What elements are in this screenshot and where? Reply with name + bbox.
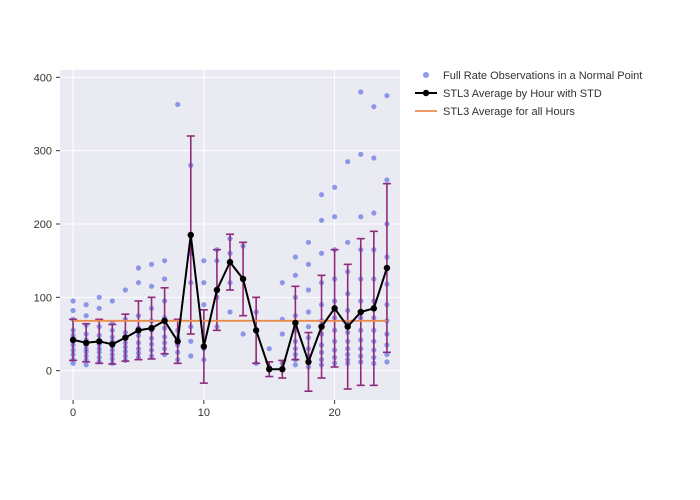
hourly-average-marker xyxy=(214,287,220,293)
scatter-point xyxy=(306,240,311,245)
chart-container: 0 100 200 300 400 0 10 20 Full Rate Observations… xyxy=(0,0,700,500)
scatter-point xyxy=(123,287,128,292)
x-tick-label: 0 xyxy=(70,407,76,419)
x-tick-label: 10 xyxy=(198,407,210,419)
y-tick-label: 200 xyxy=(34,219,52,231)
hourly-average-marker xyxy=(188,232,194,238)
legend: Full Rate Observations in a Normal Point… xyxy=(415,70,642,118)
hourly-average-marker xyxy=(253,327,259,333)
y-tick-label: 400 xyxy=(34,72,52,84)
scatter-point xyxy=(240,331,245,336)
scatter-point xyxy=(293,273,298,278)
scatter-point xyxy=(97,306,102,311)
hourly-average-marker xyxy=(96,338,102,344)
legend-item: Full Rate Observations in a Normal Point xyxy=(423,70,642,82)
scatter-point xyxy=(371,104,376,109)
scatter-point xyxy=(319,218,324,223)
hourly-average-marker xyxy=(266,366,272,372)
scatter-point xyxy=(371,155,376,160)
hourly-average-marker xyxy=(227,259,233,265)
hourly-average-marker xyxy=(135,327,141,333)
legend-line-marker-icon xyxy=(423,90,429,96)
scatter-point xyxy=(293,254,298,259)
scatter-point xyxy=(384,93,389,98)
hourly-average-marker xyxy=(371,305,377,311)
scatter-point xyxy=(267,346,272,351)
legend-label: STL3 Average for all Hours xyxy=(443,106,575,118)
legend-label: STL3 Average by Hour with STD xyxy=(443,88,602,100)
hourly-average-marker xyxy=(358,309,364,315)
scatter-point xyxy=(384,177,389,182)
scatter-point xyxy=(97,295,102,300)
hourly-average-marker xyxy=(83,340,89,346)
hourly-average-marker xyxy=(384,265,390,271)
x-tick-label: 20 xyxy=(328,407,340,419)
scatter-point xyxy=(306,309,311,314)
scatter-point xyxy=(293,362,298,367)
hourly-average-marker xyxy=(318,323,324,329)
hourly-average-marker xyxy=(331,305,337,311)
scatter-point xyxy=(358,214,363,219)
scatter-point xyxy=(149,284,154,289)
hourly-average-marker xyxy=(344,323,350,329)
scatter-point xyxy=(332,214,337,219)
scatter-point xyxy=(201,258,206,263)
scatter-point xyxy=(175,102,180,107)
hourly-average-marker xyxy=(201,343,207,349)
hourly-average-marker xyxy=(148,325,154,331)
scatter-point xyxy=(227,309,232,314)
scatter-point xyxy=(149,262,154,267)
legend-item: STL3 Average for all Hours xyxy=(415,106,575,118)
scatter-point xyxy=(345,240,350,245)
scatter-point xyxy=(136,265,141,270)
legend-item: STL3 Average by Hour with STD xyxy=(415,88,602,100)
scatter-point xyxy=(319,192,324,197)
hourly-average-marker xyxy=(161,318,167,324)
y-tick-label: 300 xyxy=(34,146,52,158)
hourly-average-marker xyxy=(122,334,128,340)
scatter-point xyxy=(306,287,311,292)
scatter-point xyxy=(84,313,89,318)
scatter-point xyxy=(70,308,75,313)
hourly-average-marker xyxy=(70,337,76,343)
scatter-point xyxy=(280,280,285,285)
scatter-point xyxy=(70,298,75,303)
scatter-point xyxy=(162,258,167,263)
scatter-point xyxy=(201,280,206,285)
scatter-point xyxy=(371,210,376,215)
scatter-point xyxy=(306,324,311,329)
scatter-point xyxy=(188,339,193,344)
legend-scatter-icon xyxy=(423,72,429,78)
chart-svg: 0 100 200 300 400 0 10 20 Full Rate Observations… xyxy=(0,0,700,500)
y-tick-label: 100 xyxy=(34,292,52,304)
hourly-average-marker xyxy=(279,366,285,372)
scatter-point xyxy=(201,302,206,307)
y-tick-label: 0 xyxy=(46,366,52,378)
scatter-point xyxy=(110,298,115,303)
scatter-point xyxy=(358,152,363,157)
hourly-average-marker xyxy=(305,359,311,365)
scatter-point xyxy=(319,251,324,256)
scatter-point xyxy=(162,276,167,281)
hourly-average-marker xyxy=(174,338,180,344)
legend-label: Full Rate Observations in a Normal Point xyxy=(443,70,642,82)
scatter-point xyxy=(384,359,389,364)
hourly-average-marker xyxy=(240,276,246,282)
scatter-point xyxy=(332,185,337,190)
hourly-average-marker xyxy=(292,320,298,326)
scatter-point xyxy=(280,331,285,336)
hourly-average-marker xyxy=(109,341,115,347)
scatter-point xyxy=(345,159,350,164)
scatter-point xyxy=(188,353,193,358)
scatter-point xyxy=(358,89,363,94)
scatter-point xyxy=(306,262,311,267)
scatter-point xyxy=(84,302,89,307)
scatter-point xyxy=(136,280,141,285)
